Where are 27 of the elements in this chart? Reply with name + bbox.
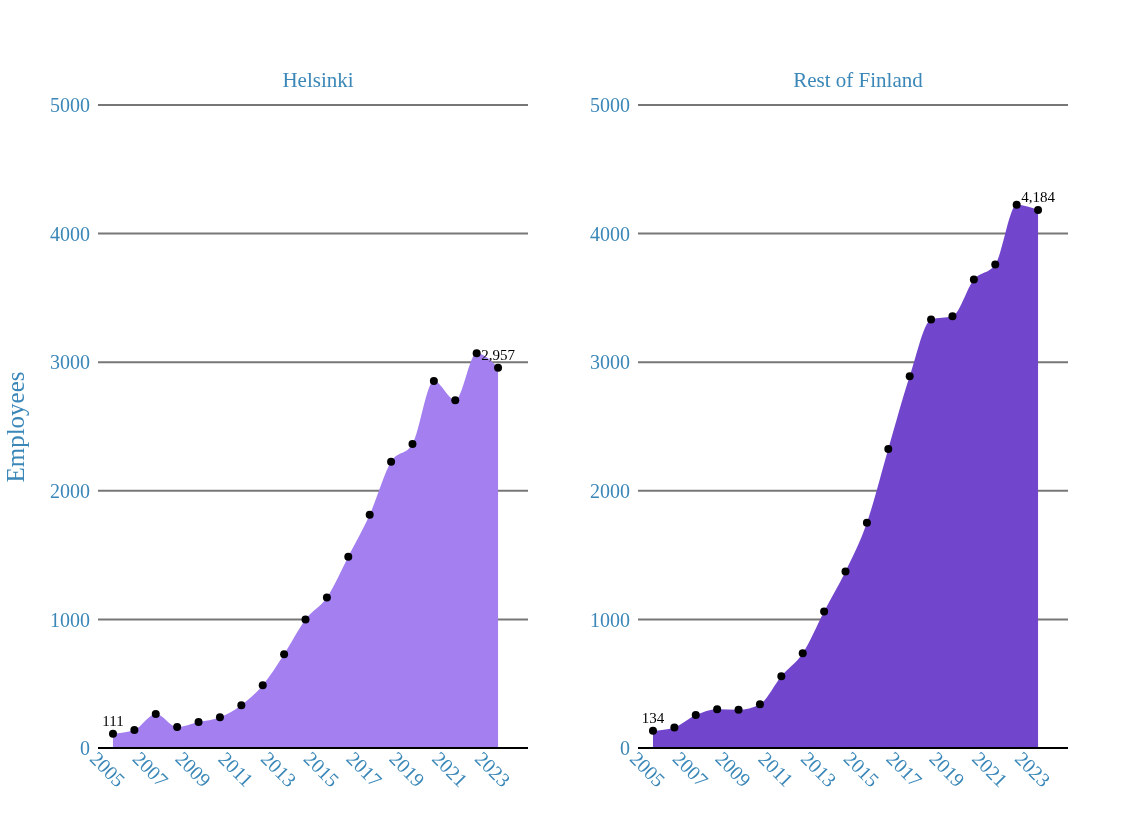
x-tick-label: 2019 — [385, 747, 430, 792]
y-tick-label: 2000 — [590, 479, 630, 502]
x-tick-label: 2009 — [711, 747, 756, 792]
x-tick-label: 2009 — [171, 747, 216, 792]
y-tick-label: 0 — [620, 737, 630, 760]
y-tick-label: 5000 — [50, 94, 90, 117]
y-tick-label: 4000 — [50, 222, 90, 245]
y-tick-label: 0 — [80, 737, 90, 760]
chart-title: Rest of Finland — [792, 68, 924, 93]
y-tick-label: 1000 — [50, 608, 90, 631]
x-tick-label: 2017 — [882, 747, 927, 792]
y-axis-title: Employees — [2, 370, 30, 485]
data-label: 4,184 — [1021, 188, 1056, 205]
x-tick-label: 2019 — [925, 747, 970, 792]
x-tick-label: 2017 — [342, 747, 387, 792]
y-tick-label: 5000 — [590, 94, 630, 117]
data-label: 111 — [102, 712, 124, 729]
data-label: 134 — [641, 709, 665, 726]
y-tick-label: 4000 — [590, 222, 630, 245]
x-tick-label: 2007 — [668, 747, 713, 792]
y-tick-label: 3000 — [590, 351, 630, 374]
y-tick-label: 1000 — [590, 608, 630, 631]
y-tick-label: 3000 — [50, 351, 90, 374]
x-tick-label: 2007 — [128, 747, 173, 792]
data-label: 2,957 — [481, 346, 516, 363]
chart-title: Helsinki — [281, 68, 355, 93]
y-tick-label: 2000 — [50, 479, 90, 502]
